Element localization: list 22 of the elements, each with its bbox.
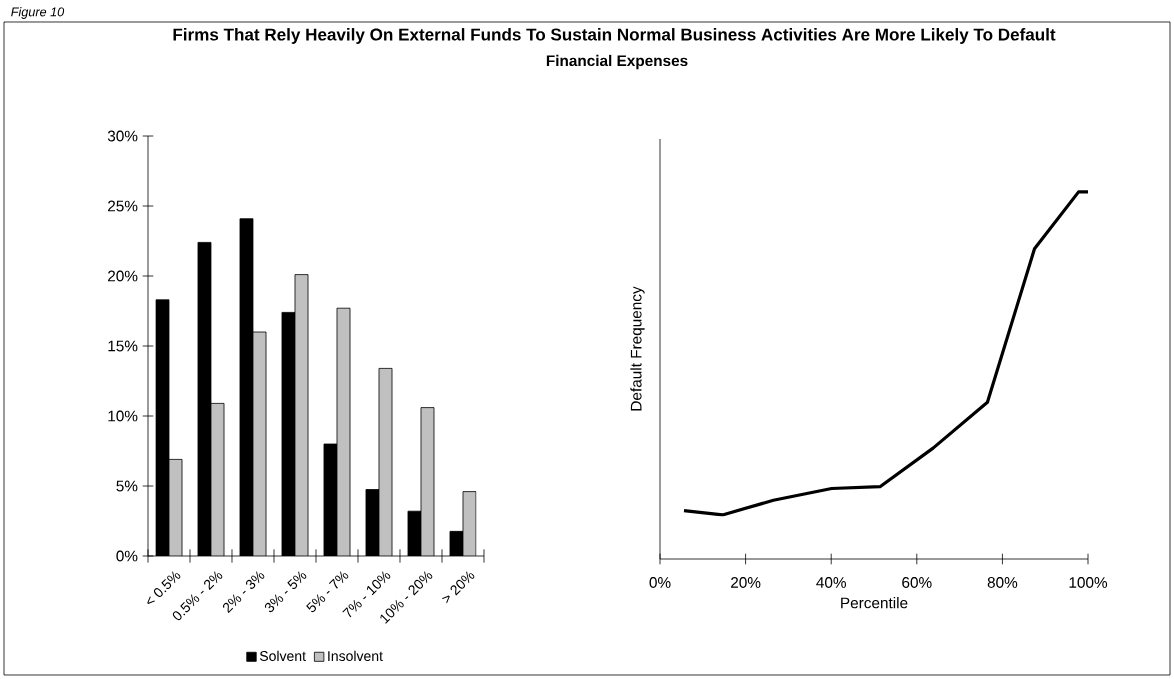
caption: Figure 10 [11,7,65,19]
x-tick-label: 100% [1069,577,1108,588]
x-tick-label: 20% [731,577,761,588]
y-axis-title: Default Frequency [630,286,645,411]
x-tick-label: 40% [816,577,847,588]
y-tick-label: 0% [116,550,138,562]
y-tick-label: 10% [108,410,138,422]
y-tick-label: 15% [108,340,138,352]
legend-label: Solvent [259,650,306,662]
x-tick-label: 0% [649,577,671,588]
legend-label: Insolvent [328,650,383,662]
x-axis-title: Percentile [841,597,908,609]
x-tick-label: 60% [902,577,932,588]
y-tick-label: 5% [116,480,138,492]
y-tick-label: 25% [108,200,138,212]
x-tick-label: 3% - 5% [264,571,307,613]
chart-subtitle: Financial Expenses [546,54,688,70]
y-tick-label: 30% [107,130,138,142]
text: Firms That Rely Heavily On External Funds To Sustain Normal Business Activities Are More Likely To Default [173,28,1056,44]
x-tick-label: 80% [987,577,1018,588]
x-tick-label: 2% - 3% [222,571,265,614]
y-tick-label: 20% [108,270,138,282]
